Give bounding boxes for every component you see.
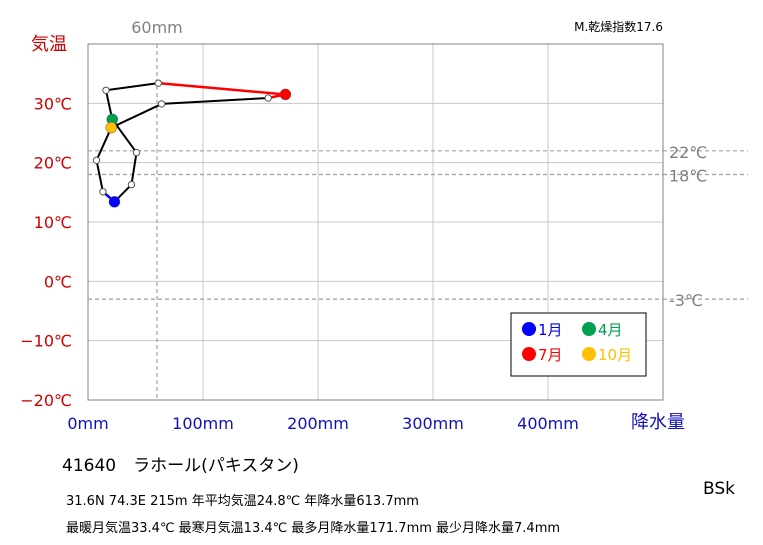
station-name: 41640 ラホール(パキスタン) <box>62 456 299 476</box>
y-tick-label: 0℃ <box>44 272 72 291</box>
legend-marker <box>522 322 536 336</box>
y-tick-label: 10℃ <box>34 213 72 232</box>
month-point <box>157 100 166 108</box>
month-line-segment <box>160 96 270 105</box>
y-tick-label: 30℃ <box>34 94 72 113</box>
y-axis-title: 気温 <box>31 34 67 55</box>
reference-label-y: -3℃ <box>669 291 703 310</box>
reference-label-y: 22℃ <box>669 143 707 162</box>
month-point <box>99 188 107 196</box>
month-point <box>127 180 136 189</box>
legend-label: 10月 <box>598 346 632 364</box>
month-line-segment <box>130 151 138 186</box>
month-line-segment <box>110 102 163 129</box>
month-point <box>92 156 101 164</box>
month-line-segment <box>95 126 113 162</box>
y-tick-label: 20℃ <box>34 154 72 173</box>
station-info-line-2: 最暖月気温33.4℃ 最寒月気温13.4℃ 最多月降水量171.7mm 最少月降… <box>66 521 561 536</box>
x-tick-label: 0mm <box>67 414 108 433</box>
legend-label: 7月 <box>538 346 563 364</box>
month-point-highlight <box>108 196 121 208</box>
y-tick-label: −10℃ <box>20 332 72 351</box>
dryness-index-label: M.乾燥指数17.6 <box>574 19 663 34</box>
reference-label-y: 18℃ <box>669 167 707 186</box>
month-point <box>102 86 110 94</box>
climate-classification: BSk <box>703 479 735 499</box>
x-axis-title: 降水量 <box>631 412 685 433</box>
legend-marker <box>522 347 536 361</box>
x-tick-label: 300mm <box>402 414 464 433</box>
month-point-highlight <box>105 121 117 134</box>
month-point <box>264 94 272 102</box>
legend-marker <box>582 322 596 336</box>
x-tick-label: 100mm <box>172 414 234 433</box>
month-point <box>154 79 162 87</box>
month-line-segment <box>95 159 104 193</box>
legend-label: 1月 <box>538 321 563 339</box>
y-tick-label: −20℃ <box>20 391 72 410</box>
legend-label: 4月 <box>598 321 623 339</box>
month-line-segment <box>104 82 160 92</box>
x-tick-label: 200mm <box>287 414 349 433</box>
month-point <box>132 148 141 157</box>
month-line-segment <box>157 81 287 96</box>
reference-label-x: 60mm <box>131 18 183 37</box>
x-tick-label: 400mm <box>517 414 579 433</box>
legend-box <box>510 312 647 377</box>
legend-marker <box>582 347 596 361</box>
month-point-highlight <box>279 88 292 101</box>
station-info-line-1: 31.6N 74.3E 215m 年平均気温24.8℃ 年降水量613.7mm <box>66 494 419 509</box>
plot-frame <box>87 43 664 401</box>
